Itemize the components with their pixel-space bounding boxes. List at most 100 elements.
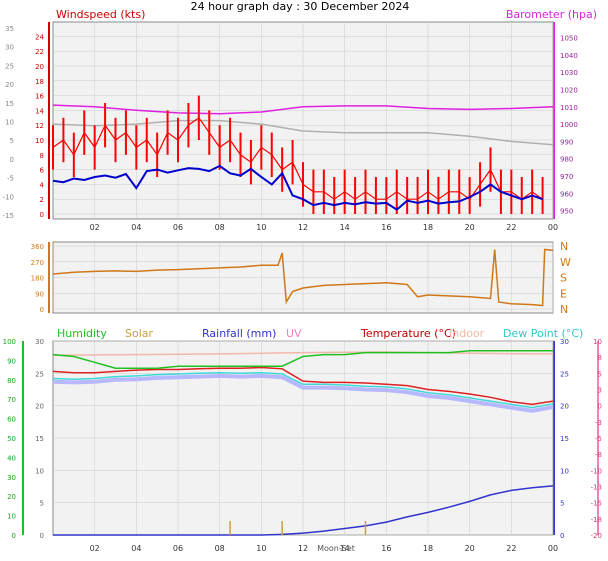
baro-tick-label: 1030 — [560, 69, 578, 77]
x-tick-label: 02 — [90, 223, 100, 232]
wind-secondary-tick-label: 30 — [5, 44, 14, 52]
wind-secondary-tick-label: 10 — [5, 119, 14, 127]
x-tick-label: 16 — [381, 544, 391, 553]
humidity-tick-label: 40 — [7, 454, 16, 462]
rainfall-line — [53, 485, 554, 536]
temp-tick-label: -15 — [591, 500, 602, 508]
x-tick-label: 04 — [131, 223, 141, 232]
x-tick-label: 12 — [298, 223, 308, 232]
baro-tick-label: 1010 — [560, 104, 578, 112]
wind-tick-label: 14 — [35, 107, 44, 115]
dir-compass-label: E — [560, 287, 567, 300]
wind-tick-label: 20 — [35, 63, 44, 71]
wind-secondary-tick-label: 5 — [10, 137, 14, 145]
dir-compass-label: S — [560, 272, 567, 285]
x-tick-label: 16 — [381, 223, 391, 232]
dir-tick-label: 0 — [40, 306, 44, 314]
x-tick-label: 22 — [506, 544, 516, 553]
legend-indoor: Indoor — [449, 327, 485, 340]
baro-tick-label: 1000 — [560, 121, 578, 129]
rain-tick-label: 15 — [35, 435, 44, 443]
x-tick-label: 02 — [90, 544, 100, 553]
baro-shadow-line — [52, 119, 554, 146]
wind-axis-bar — [48, 22, 50, 219]
rain-tick-label: 20 — [35, 403, 44, 411]
humidity-tick-label: 50 — [7, 435, 16, 443]
dir-compass-label: N — [560, 303, 568, 316]
rain-tick-label: 10 — [35, 467, 44, 475]
chart-title: 24 hour graph day : 30 December 2024 — [191, 0, 410, 13]
baro-axis-bar — [553, 22, 555, 219]
temp-tick-label: -8 — [595, 451, 602, 459]
dew-point-line — [52, 371, 554, 409]
humidity-axis-bar — [22, 341, 24, 535]
dir-axis-bar — [48, 242, 50, 313]
temp-tick-label: -18 — [591, 516, 602, 524]
x-tick-label: 00 — [548, 223, 558, 232]
moon-set-annotation: Moon-Set — [317, 544, 355, 553]
temperature-line — [52, 366, 554, 406]
baro-tick-label: 1020 — [560, 87, 578, 95]
dir-tick-label: 270 — [31, 259, 44, 267]
humidity-tick-label: 90 — [7, 357, 16, 365]
wind-tick-label: 10 — [35, 137, 44, 145]
legend-solar: Solar — [125, 327, 154, 340]
x-tick-label: 22 — [506, 223, 516, 232]
dew-band — [52, 373, 554, 413]
humidity-tick-label: 10 — [7, 513, 16, 521]
wind-direction-line — [52, 248, 554, 307]
baro-line — [52, 104, 554, 115]
wind-label: Windspeed (kts) — [56, 8, 145, 21]
baro-tick-label: 990 — [560, 138, 573, 146]
wind-secondary-tick-label: -15 — [3, 212, 14, 220]
rain-right-tick-label: 0 — [560, 532, 564, 540]
x-tick-label: 06 — [173, 223, 183, 232]
wind-line — [52, 116, 543, 201]
rain-right-tick-label: 10 — [560, 467, 569, 475]
humidity-tick-label: 80 — [7, 377, 16, 385]
x-tick-label: 18 — [423, 223, 433, 232]
x-tick-label: 10 — [256, 544, 266, 553]
x-tick-label: 08 — [215, 223, 225, 232]
rain-right-tick-label: 20 — [560, 403, 569, 411]
x-tick-label: 20 — [465, 544, 475, 553]
humidity-line — [52, 349, 553, 369]
wind-secondary-tick-label: 0 — [10, 156, 14, 164]
temp-axis-bar — [597, 341, 599, 535]
temp-tick-label: 8 — [598, 354, 602, 362]
axis-labels: 024681012141618202224-15-10-505101520253… — [3, 25, 602, 553]
x-tick-label: 00 — [548, 544, 558, 553]
humidity-tick-label: 30 — [7, 474, 16, 482]
x-tick-label: 14 — [340, 223, 350, 232]
legend-uv: UV — [286, 327, 302, 340]
series-marks — [52, 95, 554, 536]
baro-tick-label: 980 — [560, 156, 573, 164]
wind-tick-label: 12 — [35, 122, 44, 130]
wind-secondary-tick-label: -5 — [7, 175, 14, 183]
rain-axis-bar — [553, 341, 555, 535]
wind-trend-line — [52, 164, 543, 211]
legend-humidity: Humidity — [57, 327, 107, 340]
baro-tick-label: 1040 — [560, 52, 578, 60]
temp-tick-label: 3 — [598, 387, 602, 395]
x-tick-label: 04 — [131, 544, 141, 553]
x-tick-label: 10 — [256, 223, 266, 232]
temp-tick-label: 5 — [598, 370, 602, 378]
humidity-tick-label: 60 — [7, 416, 16, 424]
x-tick-label: 14 — [340, 544, 350, 553]
temp-tick-label: -5 — [595, 435, 602, 443]
wind-secondary-tick-label: 15 — [5, 100, 14, 108]
x-tick-label: 20 — [465, 223, 475, 232]
rain-tick-label: 25 — [35, 370, 44, 378]
temp-tick-label: 0 — [598, 403, 602, 411]
legend-temperature: Temperature (°C) — [360, 327, 456, 340]
baro-tick-label: 1050 — [560, 35, 578, 43]
rain-right-tick-label: 15 — [560, 435, 569, 443]
humidity-tick-label: 20 — [7, 493, 16, 501]
wind-secondary-tick-label: -10 — [3, 193, 14, 201]
temp-tick-label: -20 — [591, 532, 602, 540]
wind-tick-label: 24 — [35, 33, 44, 41]
x-tick-label: 06 — [173, 544, 183, 553]
